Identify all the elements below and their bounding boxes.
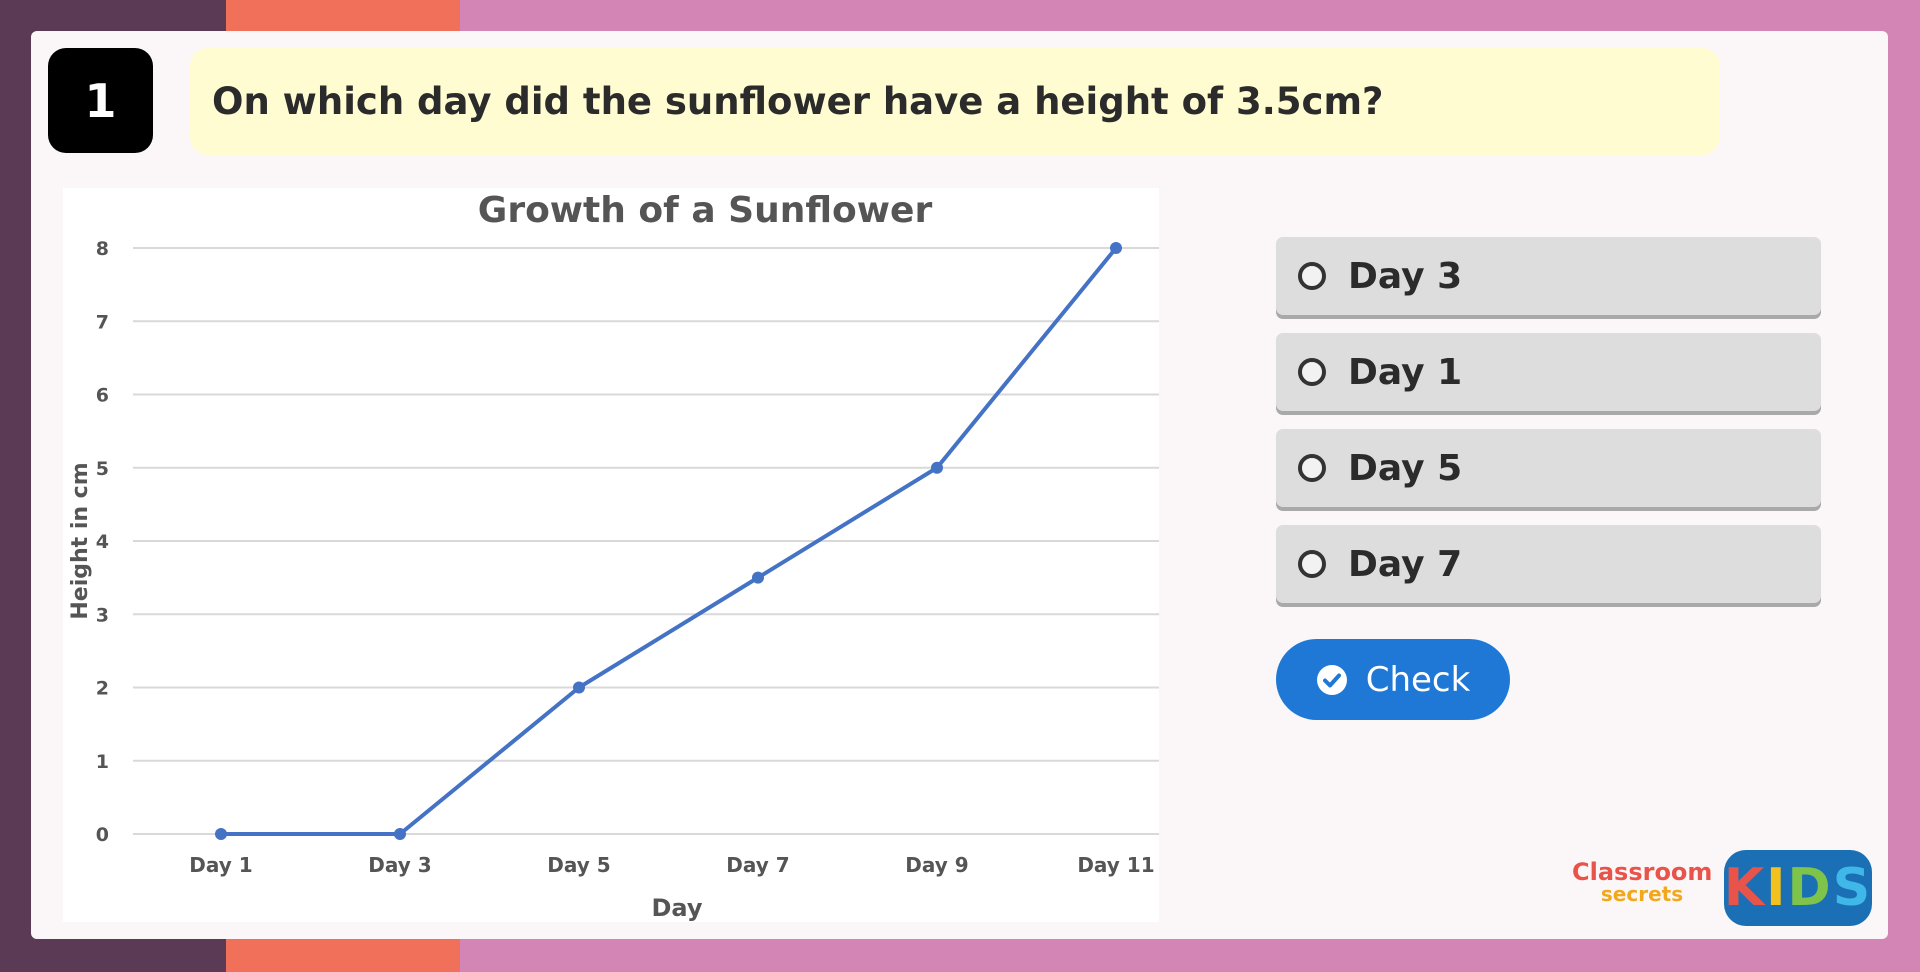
check-button[interactable]: Check	[1276, 639, 1510, 720]
chart-data-point	[931, 461, 943, 474]
kids-logo: K I D S	[1724, 850, 1872, 926]
question-number-badge: 1	[48, 48, 153, 153]
classroom-secrets-logo: Classroom secrets	[1572, 860, 1712, 904]
check-button-label: Check	[1365, 659, 1471, 700]
answer-option-label: Day 5	[1348, 447, 1463, 489]
chart-y-tick-label: 6	[96, 385, 109, 407]
chart-y-tick-label: 1	[96, 751, 109, 773]
chart-data-point	[394, 828, 406, 840]
chart-y-tick-label: 0	[96, 824, 109, 846]
chart-data-point	[573, 681, 585, 694]
chart-gridlines	[133, 247, 1159, 835]
kids-logo-letter: D	[1787, 858, 1833, 918]
chart-data-points	[215, 242, 1122, 840]
answer-option-day-1[interactable]: Day 1	[1276, 333, 1821, 411]
chart-series-line	[221, 246, 1118, 836]
chart-data-point	[1110, 242, 1122, 254]
radio-icon[interactable]	[1298, 358, 1326, 386]
chart-x-tick-label: Day 1	[189, 853, 252, 877]
answer-option-day-7[interactable]: Day 7	[1276, 525, 1821, 603]
radio-icon[interactable]	[1298, 454, 1326, 482]
chart-x-tick-label: Day 3	[368, 853, 431, 877]
question-text: On which day did the sunflower have a he…	[190, 48, 1720, 155]
answer-option-day-3[interactable]: Day 3	[1276, 237, 1821, 315]
answer-options: Day 3 Day 1 Day 5 Day 7	[1276, 237, 1821, 621]
chart-y-tick-label: 8	[96, 238, 109, 260]
chart-x-tick-label: Day 11	[1077, 853, 1154, 877]
check-circle-icon	[1316, 664, 1347, 695]
logo-text-line1: Classroom	[1572, 858, 1713, 886]
answer-option-label: Day 7	[1348, 543, 1463, 585]
radio-icon[interactable]	[1298, 550, 1326, 578]
answer-option-label: Day 3	[1348, 255, 1463, 297]
chart-title: Growth of a Sunflower	[478, 190, 933, 231]
answer-option-label: Day 1	[1348, 351, 1463, 393]
answer-option-day-5[interactable]: Day 5	[1276, 429, 1821, 507]
chart-x-tick-label: Day 9	[905, 853, 968, 877]
chart-x-tick-labels: Day 1 Day 3 Day 5 Day 7 Day 9 Day 11	[189, 853, 1154, 877]
chart-data-point	[752, 571, 764, 584]
chart-y-tick-labels: 0 1 2 3 4 5 6 7 8	[96, 238, 109, 846]
kids-logo-letter: I	[1766, 858, 1788, 918]
chart-x-tick-label: Day 7	[726, 853, 789, 877]
chart-y-tick-label: 4	[96, 531, 109, 553]
logo-text-line2: secrets	[1600, 882, 1684, 906]
chart-y-axis-label: Height in cm	[68, 462, 93, 619]
chart-y-tick-label: 5	[96, 458, 109, 480]
kids-logo-letter: S	[1832, 858, 1873, 918]
chart-y-tick-label: 3	[96, 604, 109, 626]
radio-icon[interactable]	[1298, 262, 1326, 290]
chart-x-axis-label: Day	[651, 894, 702, 922]
chart-y-tick-label: 2	[96, 678, 109, 700]
chart-data-point	[215, 828, 227, 840]
chart-y-tick-label: 7	[96, 311, 109, 333]
kids-logo-letter: K	[1723, 858, 1767, 918]
chart-x-tick-label: Day 5	[547, 853, 610, 877]
